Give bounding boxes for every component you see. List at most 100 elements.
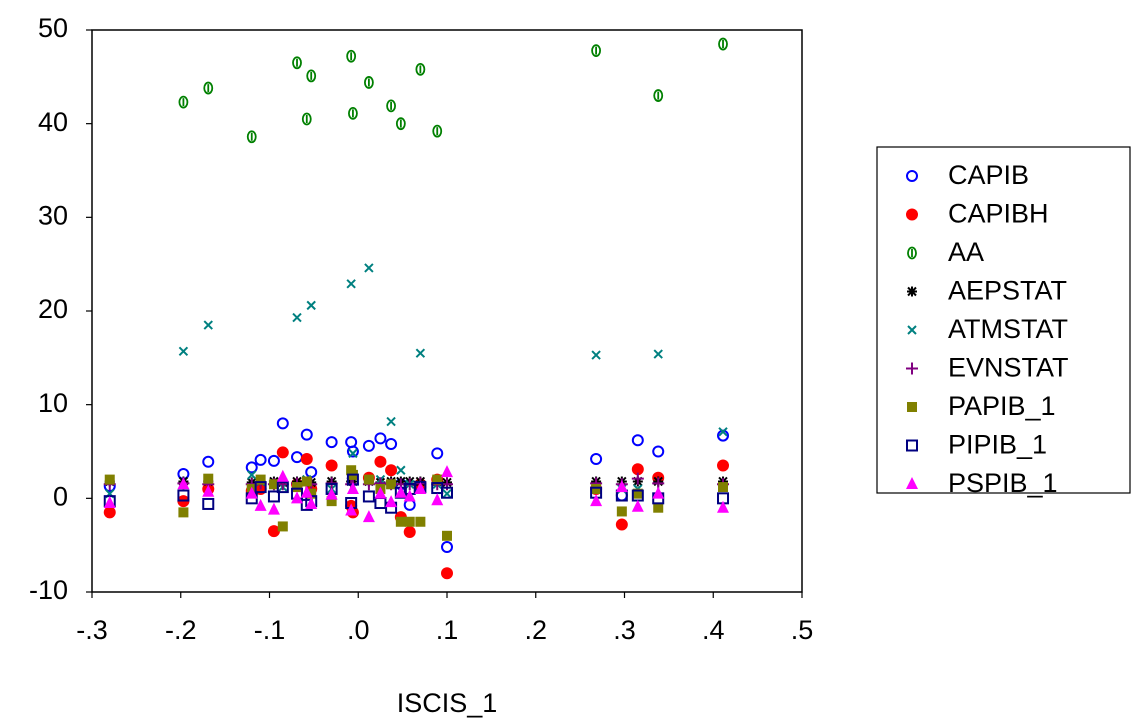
point — [177, 489, 190, 502]
point — [591, 483, 602, 494]
point — [268, 479, 279, 490]
point — [254, 481, 267, 494]
point — [267, 525, 280, 538]
point — [415, 63, 426, 76]
point — [325, 436, 338, 449]
point — [246, 130, 257, 144]
point — [374, 497, 387, 510]
point — [346, 279, 356, 289]
point — [178, 346, 189, 356]
legend-marker — [907, 286, 917, 297]
point — [414, 481, 427, 494]
point — [631, 472, 644, 485]
point — [385, 464, 398, 477]
point — [245, 461, 258, 474]
point — [245, 486, 258, 499]
point — [396, 465, 406, 475]
point — [631, 499, 644, 512]
point — [403, 489, 416, 502]
point — [374, 486, 387, 499]
x-tick-label: .4 — [702, 615, 725, 645]
x-tick-label: .0 — [347, 615, 370, 645]
point — [103, 496, 116, 509]
y-tick-label: 20 — [38, 294, 68, 324]
point — [362, 510, 375, 523]
point — [301, 112, 312, 126]
point — [305, 466, 318, 479]
point — [345, 503, 358, 516]
x-tick-label: -.3 — [76, 615, 108, 645]
point — [441, 567, 453, 580]
point — [364, 263, 374, 273]
point — [291, 491, 304, 504]
point — [442, 488, 452, 499]
point — [202, 455, 215, 468]
point — [277, 521, 288, 532]
legend-marker — [907, 325, 917, 335]
point — [292, 56, 302, 70]
point — [395, 117, 406, 130]
point — [653, 349, 663, 359]
point — [386, 479, 397, 490]
point — [718, 37, 728, 51]
point — [432, 124, 443, 138]
plot-frame — [91, 29, 803, 593]
legend-label: EVNSTAT — [948, 353, 1069, 383]
point — [348, 107, 358, 120]
y-tick-label: 10 — [38, 388, 68, 418]
point — [300, 428, 313, 441]
point — [441, 541, 453, 554]
point — [247, 470, 257, 480]
point — [717, 459, 730, 472]
y-tick-label: 50 — [38, 13, 68, 43]
point — [394, 485, 407, 498]
legend-label: PIPIB_1 — [948, 430, 1047, 460]
point — [591, 350, 601, 360]
point — [346, 481, 359, 494]
x-tick-label: .3 — [613, 615, 636, 645]
x-axis-label: ISCIS_1 — [397, 688, 498, 718]
point — [203, 320, 213, 330]
legend-marker — [906, 362, 918, 375]
point — [345, 436, 358, 449]
point — [653, 502, 664, 513]
point — [292, 482, 303, 493]
point — [374, 432, 387, 445]
legend-marker — [906, 477, 918, 489]
point — [301, 476, 312, 487]
point — [403, 526, 416, 539]
x-tick-label: .5 — [791, 615, 814, 645]
point — [374, 455, 387, 468]
point — [590, 452, 603, 465]
point — [386, 416, 396, 427]
point — [652, 445, 665, 458]
point — [267, 490, 280, 503]
point — [653, 89, 664, 102]
point — [386, 99, 396, 113]
point — [718, 427, 728, 437]
point — [415, 348, 426, 358]
y-tick-label: 40 — [38, 107, 68, 137]
point — [346, 445, 359, 458]
point — [300, 452, 313, 465]
point — [631, 463, 644, 476]
point — [276, 469, 289, 482]
y-tick-label: -10 — [29, 575, 68, 605]
x-tick-label: .2 — [524, 615, 547, 645]
legend-label: CAPIB — [948, 160, 1029, 190]
point — [404, 516, 415, 527]
point — [254, 453, 267, 466]
point — [325, 459, 338, 472]
point — [442, 530, 452, 541]
point — [385, 438, 398, 451]
point — [431, 447, 444, 460]
point — [305, 496, 318, 509]
point — [362, 490, 375, 503]
point — [326, 496, 337, 507]
point — [300, 485, 313, 498]
legend-label: CAPIBH — [948, 199, 1049, 229]
point — [267, 454, 280, 467]
point — [177, 477, 190, 490]
legend-marker — [906, 439, 918, 452]
